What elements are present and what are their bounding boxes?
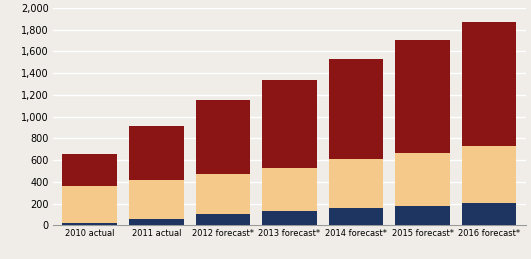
Bar (129, 180, 184, 219)
Bar (63, 154, 117, 186)
Bar (329, 159, 383, 208)
Bar (395, 40, 450, 153)
Bar (462, 203, 516, 225)
Bar (462, 146, 516, 203)
Bar (395, 206, 450, 225)
Bar (395, 153, 450, 206)
Bar (462, 23, 516, 147)
Bar (329, 59, 383, 159)
Bar (329, 208, 383, 225)
Bar (195, 214, 250, 225)
Bar (262, 168, 316, 211)
Bar (129, 219, 184, 225)
Bar (195, 100, 250, 174)
Bar (129, 126, 184, 180)
Bar (195, 174, 250, 214)
Bar (262, 80, 316, 168)
Bar (63, 223, 117, 225)
Bar (63, 186, 117, 223)
Bar (262, 211, 316, 225)
